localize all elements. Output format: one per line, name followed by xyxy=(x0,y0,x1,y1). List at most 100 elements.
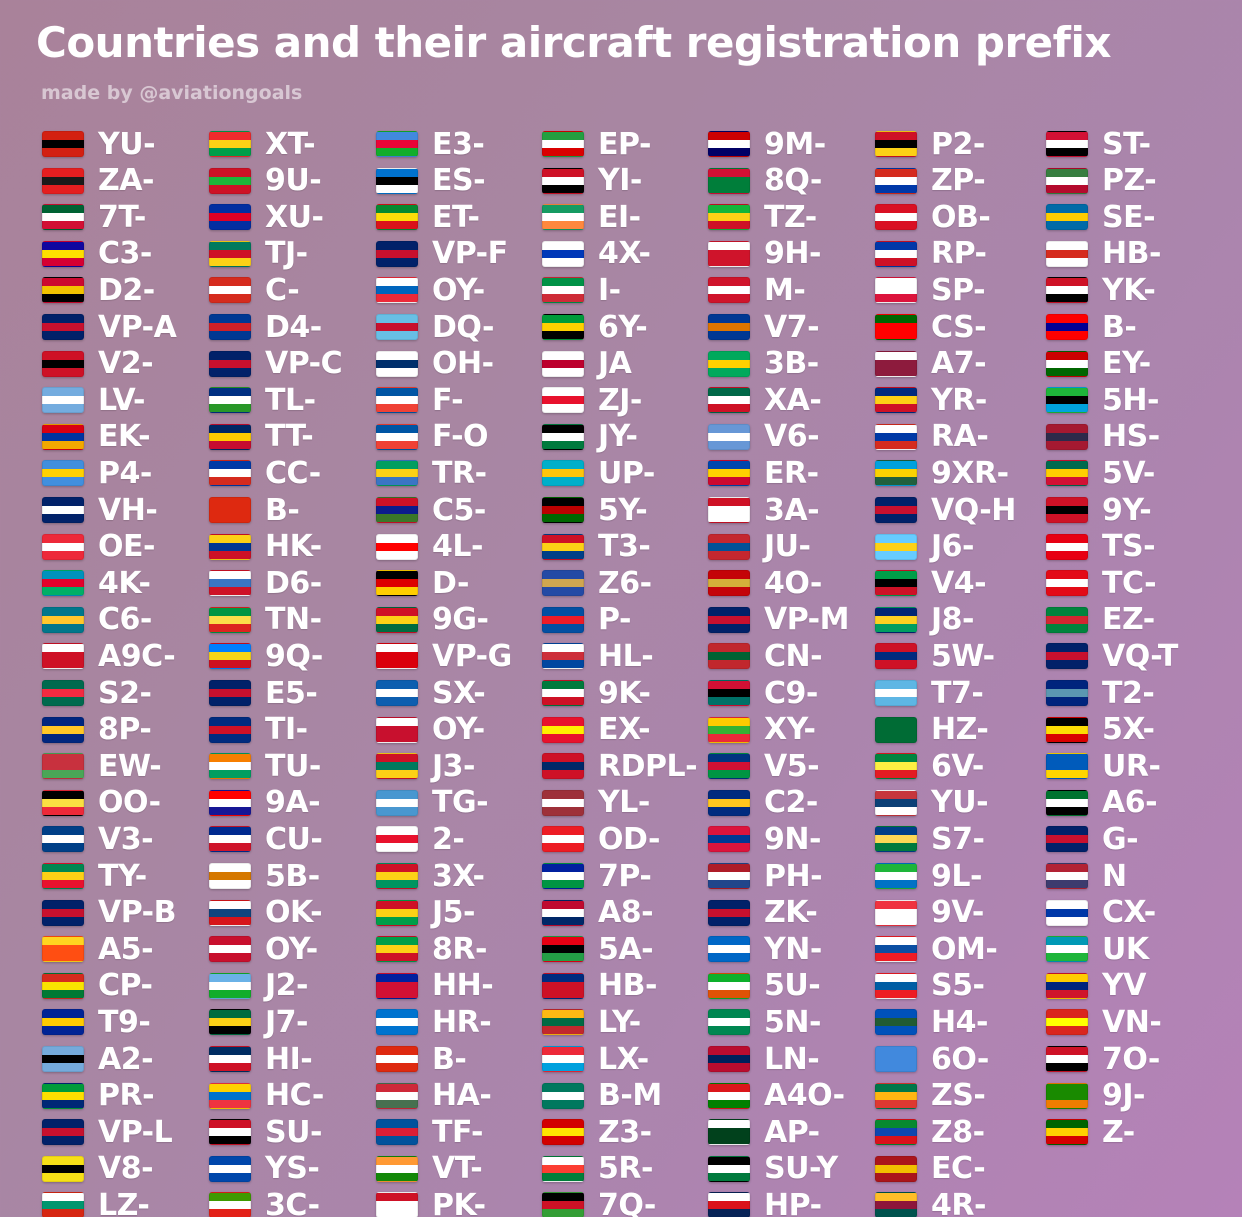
prefix-entry: PH- xyxy=(708,858,878,894)
prefix-entry: PK- xyxy=(376,1187,546,1217)
flag-icon xyxy=(209,387,251,414)
prefix-entry: VP-F xyxy=(376,236,546,272)
prefix-entry: OH- xyxy=(376,346,546,382)
flag-icon xyxy=(376,240,418,267)
registration-prefix: VN- xyxy=(1102,1004,1162,1040)
flag-icon xyxy=(542,240,584,267)
registration-prefix: T9- xyxy=(98,1004,151,1040)
registration-prefix: UP- xyxy=(598,455,655,491)
prefix-entry: VQ-T xyxy=(1046,638,1216,674)
prefix-entry: CU- xyxy=(209,821,379,857)
prefix-entry: EY- xyxy=(1046,346,1216,382)
flag-icon xyxy=(1046,863,1088,889)
prefix-entry: VP-M xyxy=(708,602,878,638)
registration-prefix: VP-F xyxy=(432,236,508,272)
registration-prefix: 5R- xyxy=(598,1151,653,1187)
prefix-entry: LZ- xyxy=(42,1187,212,1217)
prefix-entry: PZ- xyxy=(1046,163,1216,199)
registration-prefix: EZ- xyxy=(1102,602,1155,638)
prefix-entry: Z8- xyxy=(875,1114,1045,1150)
flag-icon xyxy=(542,460,584,487)
flag-icon xyxy=(42,1192,84,1217)
prefix-entry: 5U- xyxy=(708,968,878,1004)
prefix-entry: XA- xyxy=(708,382,878,418)
flag-icon xyxy=(376,387,418,414)
registration-prefix: B- xyxy=(1102,309,1137,345)
registration-prefix: SP- xyxy=(931,272,986,308)
registration-prefix: 6V- xyxy=(931,748,984,784)
registration-prefix: JY- xyxy=(598,419,638,455)
flag-icon xyxy=(209,936,251,963)
flag-icon xyxy=(376,204,418,231)
prefix-entry: ZK- xyxy=(708,895,878,931)
prefix-entry: CC- xyxy=(209,455,379,491)
flag-icon xyxy=(542,423,584,450)
prefix-entry: 4X- xyxy=(542,236,712,272)
flag-icon xyxy=(1046,899,1088,926)
flag-icon xyxy=(708,277,750,304)
flag-icon xyxy=(1046,533,1088,560)
prefix-entry: J5- xyxy=(376,895,546,931)
registration-prefix: 9Y- xyxy=(1102,492,1152,528)
flag-icon xyxy=(542,131,584,157)
flag-icon xyxy=(1046,240,1088,267)
flag-icon xyxy=(542,1155,584,1182)
registration-prefix: J8- xyxy=(931,602,975,638)
flag-icon xyxy=(209,1009,251,1036)
prefix-entry: 9XR- xyxy=(875,455,1045,491)
flag-icon xyxy=(875,423,917,450)
flag-icon xyxy=(542,1046,584,1072)
flag-icon xyxy=(376,533,418,560)
prefix-entry: 8R- xyxy=(376,931,546,967)
prefix-entry: VN- xyxy=(1046,1004,1216,1040)
prefix-entry: 9K- xyxy=(542,675,712,711)
registration-prefix: OY- xyxy=(432,272,485,308)
flag-icon xyxy=(708,423,750,450)
registration-prefix: YR- xyxy=(931,382,987,418)
prefix-entry: VP-C xyxy=(209,346,379,382)
flag-icon xyxy=(1046,972,1088,999)
registration-prefix: TY- xyxy=(98,858,147,894)
flag-icon xyxy=(209,789,251,816)
flag-icon xyxy=(708,643,750,670)
registration-prefix: 4X- xyxy=(598,236,651,272)
registration-prefix: PK- xyxy=(432,1187,486,1217)
prefix-entry: A8- xyxy=(542,895,712,931)
flag-icon xyxy=(42,863,84,889)
flag-icon xyxy=(209,826,251,853)
registration-prefix: TR- xyxy=(432,455,487,491)
registration-prefix: RDPL- xyxy=(598,748,698,784)
registration-prefix: TJ- xyxy=(265,236,308,272)
prefix-entry: TY- xyxy=(42,858,212,894)
prefix-entry: A5- xyxy=(42,931,212,967)
flag-icon xyxy=(542,753,584,780)
registration-prefix: N xyxy=(1102,858,1127,894)
prefix-entry: ES- xyxy=(376,163,546,199)
flag-icon xyxy=(708,1046,750,1072)
prefix-entry: D4- xyxy=(209,309,379,345)
flag-icon xyxy=(376,131,418,157)
registration-prefix: 3C- xyxy=(265,1187,320,1217)
registration-prefix: HI- xyxy=(265,1041,313,1077)
prefix-entry: RP- xyxy=(875,236,1045,272)
flag-icon xyxy=(875,277,917,304)
registration-prefix: 9K- xyxy=(598,675,651,711)
registration-prefix: VP-B xyxy=(98,895,177,931)
registration-prefix: J5- xyxy=(432,895,476,931)
prefix-entry: A2- xyxy=(42,1041,212,1077)
flag-icon xyxy=(708,972,750,999)
registration-prefix: 5V- xyxy=(1102,455,1155,491)
flag-icon xyxy=(209,277,251,304)
prefix-entry: TS- xyxy=(1046,529,1216,565)
prefix-entry: I- xyxy=(542,272,712,308)
prefix-entry: 5R- xyxy=(542,1151,712,1187)
prefix-entry: OE- xyxy=(42,529,212,565)
flag-icon xyxy=(42,570,84,597)
prefix-entry: EC- xyxy=(875,1151,1045,1187)
flag-icon xyxy=(1046,826,1088,853)
flag-icon xyxy=(875,497,917,523)
prefix-entry: JA xyxy=(542,346,712,382)
registration-prefix: I- xyxy=(598,272,621,308)
prefix-entry: HR- xyxy=(376,1004,546,1040)
registration-prefix: LY- xyxy=(598,1004,641,1040)
